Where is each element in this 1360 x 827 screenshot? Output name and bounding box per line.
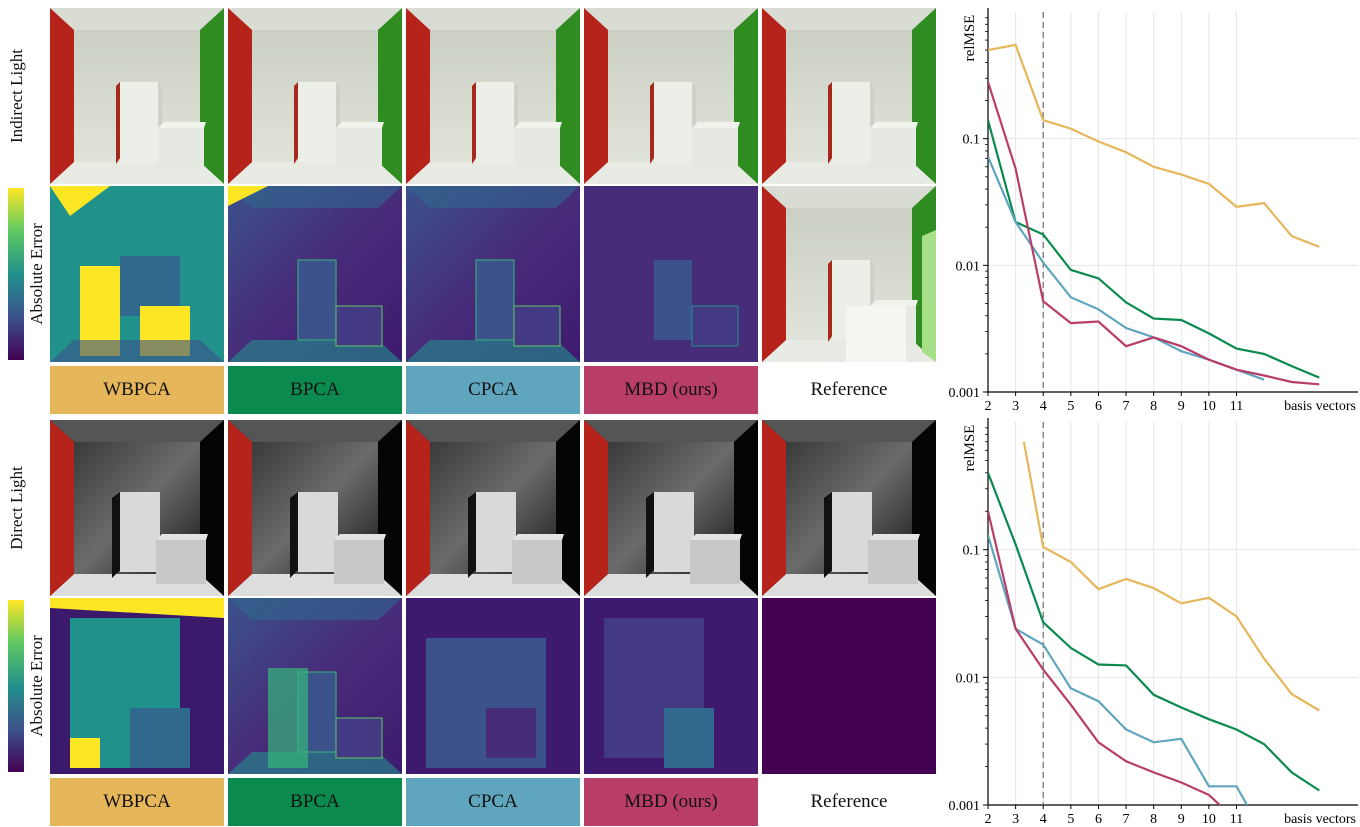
x-tick-label: 9 [1178,812,1185,827]
x-tick-label: 6 [1095,399,1102,414]
method-label-bpca-bottom: BPCA [228,778,402,826]
series-line-mbd-ours- [988,510,1222,805]
x-tick-label: 5 [1067,399,1074,414]
y-tick-label: 0.1 [963,544,981,559]
y-tick-label: 0.01 [956,671,981,686]
row-label-direct: Direct Light [7,466,26,550]
x-tick-label: 7 [1123,399,1130,414]
x-tick-label: 11 [1230,812,1243,827]
image-indirect-cpca [406,8,580,184]
chart-direct: 0.1 0.01 0.001 2 3 4 5 6 7 8 9 10 11 basis vectors rel… [938,414,1360,827]
image-indirect-wbpca [50,8,224,184]
y-axis-label: relMSE [962,15,978,62]
method-label-mbd-bottom: MBD (ours) [584,778,758,826]
image-error-indirect-bpca [228,186,402,362]
series-line-cpca [988,534,1249,805]
series-line-bpca [988,472,1320,792]
image-direct-wbpca [50,420,224,596]
image-error-direct-cpca [406,598,580,774]
x-tick-label: 7 [1123,812,1130,827]
row-label-indirect: Indirect Light [7,49,27,143]
x-tick-label: 2 [985,812,992,827]
image-error-direct-reference [762,598,936,774]
image-direct-cpca [406,420,580,596]
y-tick-label: 0.001 [949,386,981,401]
image-direct-reference [762,420,936,596]
x-tick-label: 8 [1150,812,1157,827]
row-label-error-bottom: Absolute Error [27,635,47,737]
image-direct-bpca [228,420,402,596]
x-tick-label: 4 [1040,399,1047,414]
method-label-bpca: BPCA [228,366,402,414]
y-tick-label: 0.01 [956,259,981,274]
series-line-wbpca [1022,441,1320,712]
x-tick-label: 2 [985,399,992,414]
chart-indirect: 0.1 0.01 0.001 2 3 4 5 6 7 8 9 10 11 basis vectors rel… [938,0,1360,414]
colorbar-bottom [8,600,24,772]
x-tick-label: 10 [1202,812,1216,827]
image-indirect-reference-2 [762,186,936,362]
y-tick-label: 0.001 [949,799,981,814]
x-tick-label: 5 [1067,812,1074,827]
image-error-direct-mbd [584,598,758,774]
method-label-cpca: CPCA [406,366,580,414]
image-error-direct-wbpca [50,598,224,774]
row-label-error-top: Absolute Error [27,223,47,325]
y-axis-label: relMSE [962,425,978,472]
series-line-bpca [988,119,1320,379]
colorbar-top [8,188,24,360]
series-line-mbd-ours- [988,81,1320,386]
image-error-indirect-mbd [584,186,758,362]
x-tick-label: 10 [1202,399,1216,414]
x-tick-label: 8 [1150,399,1157,414]
method-label-reference-bottom: Reference [762,778,936,826]
image-indirect-bpca [228,8,402,184]
method-label-cpca-bottom: CPCA [406,778,580,826]
x-axis-label: basis vectors [1284,812,1356,827]
image-indirect-reference [762,8,936,184]
method-label-mbd: MBD (ours) [584,366,758,414]
chart-direct-svg: 0.1 0.01 0.001 2 3 4 5 6 7 8 9 10 11 basis vectors rel… [949,418,1358,827]
x-tick-label: 4 [1040,812,1047,827]
image-indirect-mbd [584,8,758,184]
image-error-direct-bpca [228,598,402,774]
y-tick-label: 0.1 [963,133,981,148]
image-error-indirect-cpca [406,186,580,362]
chart-indirect-svg: 0.1 0.01 0.001 2 3 4 5 6 7 8 9 10 11 basis vectors rel… [949,8,1358,414]
image-direct-mbd [584,420,758,596]
x-tick-label: 11 [1230,399,1243,414]
method-label-wbpca: WBPCA [50,366,224,414]
x-tick-label: 3 [1012,812,1019,827]
image-error-indirect-wbpca [50,186,224,362]
method-label-wbpca-bottom: WBPCA [50,778,224,826]
x-tick-label: 6 [1095,812,1102,827]
series-line-wbpca [988,43,1320,248]
x-tick-label: 3 [1012,399,1019,414]
x-axis-label: basis vectors [1284,399,1356,414]
x-tick-label: 9 [1178,399,1185,414]
method-label-reference: Reference [762,366,936,414]
